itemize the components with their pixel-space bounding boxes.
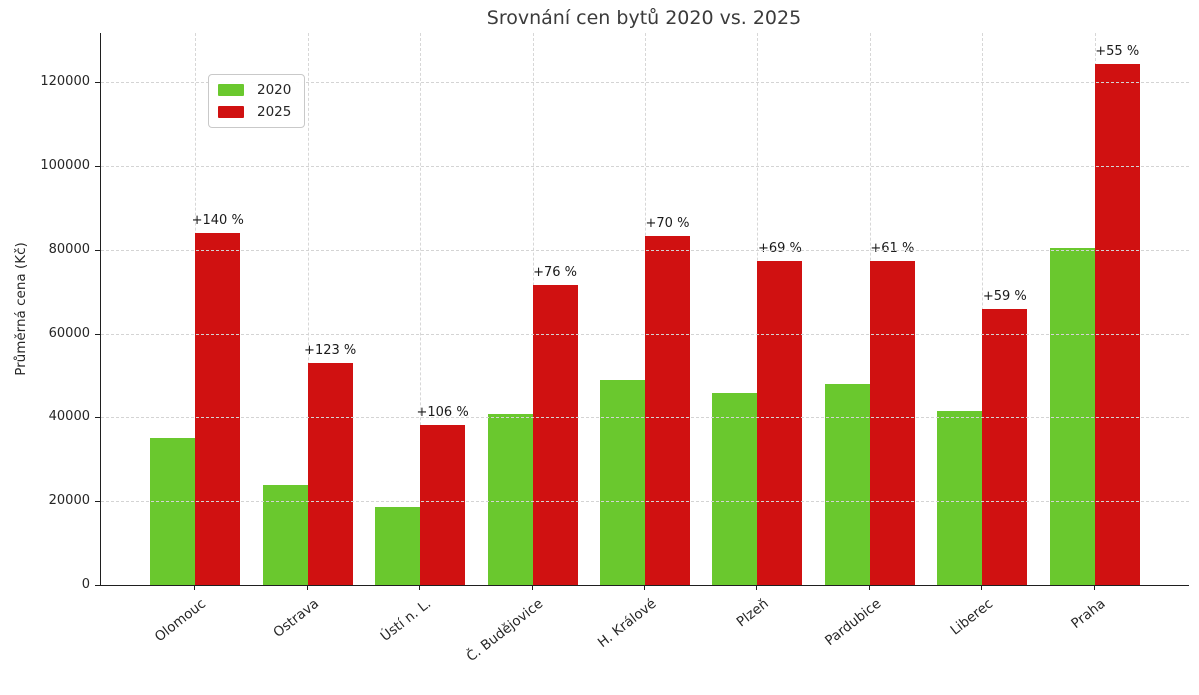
bar-2025-4: +70 % [644, 216, 690, 585]
chart-title: Srovnání cen bytů 2020 vs. 2025 [486, 7, 802, 29]
gridline-y-80000 [101, 249, 1189, 251]
gridline-x-2 [420, 33, 422, 585]
y-tick-label: 40000 [48, 409, 90, 425]
bar-group-3: +76 % [476, 33, 588, 585]
bar-2020-4 [599, 379, 645, 585]
bar-2025-3: +76 % [532, 265, 578, 585]
x-tick-mark [306, 585, 308, 590]
x-tick-mark [756, 585, 758, 590]
gridline-y-60000 [101, 333, 1189, 335]
pct-annotation: +70 % [645, 215, 690, 231]
y-tick-mark [95, 585, 100, 586]
gridline-y-40000 [101, 417, 1189, 419]
x-tick-label-0: Olomouc [152, 595, 210, 646]
y-tick-mark [95, 249, 100, 251]
y-tick-mark [95, 501, 100, 503]
bar-group-7: +59 % [926, 33, 1038, 585]
x-tick-label-8: Praha [1068, 595, 1109, 633]
legend-label: 2025 [257, 104, 292, 120]
x-tick-label-3: Č. Budějovice [463, 595, 547, 666]
y-tick-mark [95, 165, 100, 167]
bar-group-4: +70 % [589, 33, 701, 585]
legend-swatch-2025 [218, 106, 244, 118]
x-tick-mark [531, 585, 533, 590]
gridline-y-100000 [101, 165, 1189, 167]
y-tick-label: 80000 [48, 241, 90, 257]
y-tick-mark [95, 333, 100, 335]
pct-annotation: +55 % [1095, 43, 1140, 59]
x-tick-label-4: H. Králové [594, 595, 659, 652]
pct-annotation: +61 % [870, 241, 915, 257]
bar-group-2: +106 % [364, 33, 476, 585]
bar-2025-0: +140 % [192, 213, 244, 585]
bar-2020-0 [150, 438, 196, 585]
legend-swatch-2020 [218, 84, 244, 96]
pct-annotation: +76 % [533, 264, 577, 280]
y-tick-label: 120000 [40, 74, 90, 90]
x-tick-mark [1093, 585, 1095, 590]
bar-2025-7: +59 % [982, 289, 1028, 585]
bar-groups: +140 % +123 % +106 % +76 % +70 % +69 % +61 % +5… [101, 33, 1189, 585]
pct-annotation: +106 % [416, 405, 469, 421]
x-tick-label-7: Liberec [947, 595, 997, 639]
x-tick-mark [419, 585, 421, 590]
bar-2025-5: +69 % [757, 241, 803, 585]
bar-group-8: +55 % [1039, 33, 1151, 585]
x-tick-mark [644, 585, 645, 590]
x-tick-mark [194, 585, 196, 590]
bar-2020-3 [487, 414, 533, 585]
gridline-x-1 [307, 33, 309, 585]
bar-2025-1: +123 % [304, 343, 356, 585]
bar-2020-7 [937, 411, 983, 585]
plot-area: +140 % +123 % +106 % +76 % +70 % +69 % +61 % +5… [100, 33, 1189, 586]
bar-group-6: +61 % [814, 33, 926, 585]
pct-annotation: +123 % [304, 342, 357, 358]
bar-2020-6 [824, 384, 870, 585]
x-tick-mark [868, 585, 870, 590]
bar-group-0: +140 % [139, 33, 251, 585]
legend-label: 2020 [257, 82, 292, 98]
x-tick-label-2: Ústí n. L. [377, 595, 435, 645]
y-tick-label: 20000 [48, 493, 90, 509]
y-tick-mark [95, 82, 100, 84]
bar-2025-8: +55 % [1094, 44, 1140, 585]
x-tick-label-5: Plzeň [733, 595, 772, 631]
gridline-y-120000 [101, 82, 1189, 84]
y-tick-label: 100000 [40, 157, 90, 173]
y-tick-label: 60000 [48, 325, 90, 341]
legend-row-2020: 2020 [218, 82, 291, 98]
gridline-y-20000 [101, 501, 1189, 503]
pct-annotation: +69 % [757, 240, 802, 256]
bar-2025-2: +106 % [416, 405, 469, 585]
x-tick-mark [981, 585, 983, 590]
legend: 2020 2025 [208, 74, 306, 128]
bar-2025-6: +61 % [869, 241, 915, 585]
x-tick-label-1: Ostrava [269, 595, 322, 641]
y-tick-label: 0 [81, 577, 90, 592]
gridline-x-7 [982, 33, 984, 585]
bar-2020-5 [712, 393, 758, 585]
bar-group-5: +69 % [701, 33, 813, 585]
y-tick-mark [95, 417, 100, 419]
x-tick-label-6: Pardubice [821, 595, 884, 650]
pct-annotation: +59 % [982, 289, 1027, 305]
pct-annotation: +140 % [191, 212, 244, 228]
bar-2020-2 [375, 507, 421, 585]
bar-2020-8 [1049, 248, 1095, 585]
legend-row-2025: 2025 [218, 104, 291, 120]
y-axis-label: Průměrná cena (Kč) [13, 242, 29, 376]
